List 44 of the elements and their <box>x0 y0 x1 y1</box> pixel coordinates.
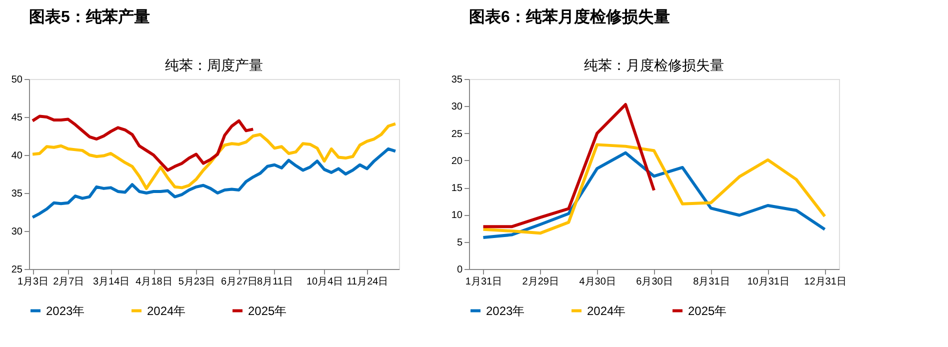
chart-subtitle: 纯苯：周度产量 <box>165 57 263 73</box>
x-tick-label: 4月30日 <box>579 276 616 288</box>
y-tick-label: 35 <box>451 74 463 86</box>
legend-label: 2023年 <box>486 304 525 318</box>
x-tick-label: 1月31日 <box>465 276 502 288</box>
y-tick-label: 35 <box>11 188 23 200</box>
y-tick-label: 25 <box>451 128 463 140</box>
x-tick-label: 2月29日 <box>522 276 559 288</box>
y-tick-label: 20 <box>451 156 463 167</box>
y-tick-label: 50 <box>11 74 23 86</box>
x-tick-label: 4月18日 <box>136 276 172 288</box>
x-tick-label: 8月31日 <box>693 276 730 288</box>
line-series <box>31 114 255 172</box>
x-tick-label: 6月27日 <box>221 276 258 288</box>
line-series <box>31 147 397 219</box>
x-tick-label: 10月31日 <box>747 276 790 288</box>
x-tick-label: 1月3日 <box>17 276 49 288</box>
chart-title: 图表5：纯苯产量 <box>29 8 150 26</box>
y-tick-label: 0 <box>456 264 463 276</box>
y-tick-label: 15 <box>451 183 463 194</box>
x-tick-label: 12月31日 <box>804 276 846 288</box>
x-tick-label: 2月7日 <box>53 276 84 288</box>
legend-label: 2024年 <box>587 304 626 318</box>
x-tick-label: 6月30日 <box>636 276 673 288</box>
chart-title: 图表6：纯苯月度检修损失量 <box>469 7 670 26</box>
line-series <box>31 122 397 190</box>
x-tick-label: 11月24日 <box>346 276 388 288</box>
x-tick-label: 5月23日 <box>178 276 216 288</box>
y-tick-label: 10 <box>451 210 463 222</box>
x-tick-label: 8月11日 <box>257 276 293 288</box>
line-series <box>482 103 656 228</box>
legend-label: 2023年 <box>46 304 85 318</box>
x-tick-label: 10月4日 <box>306 276 344 288</box>
x-tick-label: 3月14日 <box>92 276 130 288</box>
legend-label: 2025年 <box>248 304 287 318</box>
legend-label: 2025年 <box>688 304 727 318</box>
chart-subtitle: 纯苯：月度检修损失量 <box>584 57 724 73</box>
y-tick-label: 5 <box>456 237 463 248</box>
y-tick-label: 30 <box>11 226 23 238</box>
y-tick-label: 45 <box>11 112 23 124</box>
y-tick-label: 30 <box>451 102 463 113</box>
legend-label: 2024年 <box>147 304 186 318</box>
y-tick-label: 40 <box>11 150 23 162</box>
y-tick-label: 25 <box>11 264 23 276</box>
